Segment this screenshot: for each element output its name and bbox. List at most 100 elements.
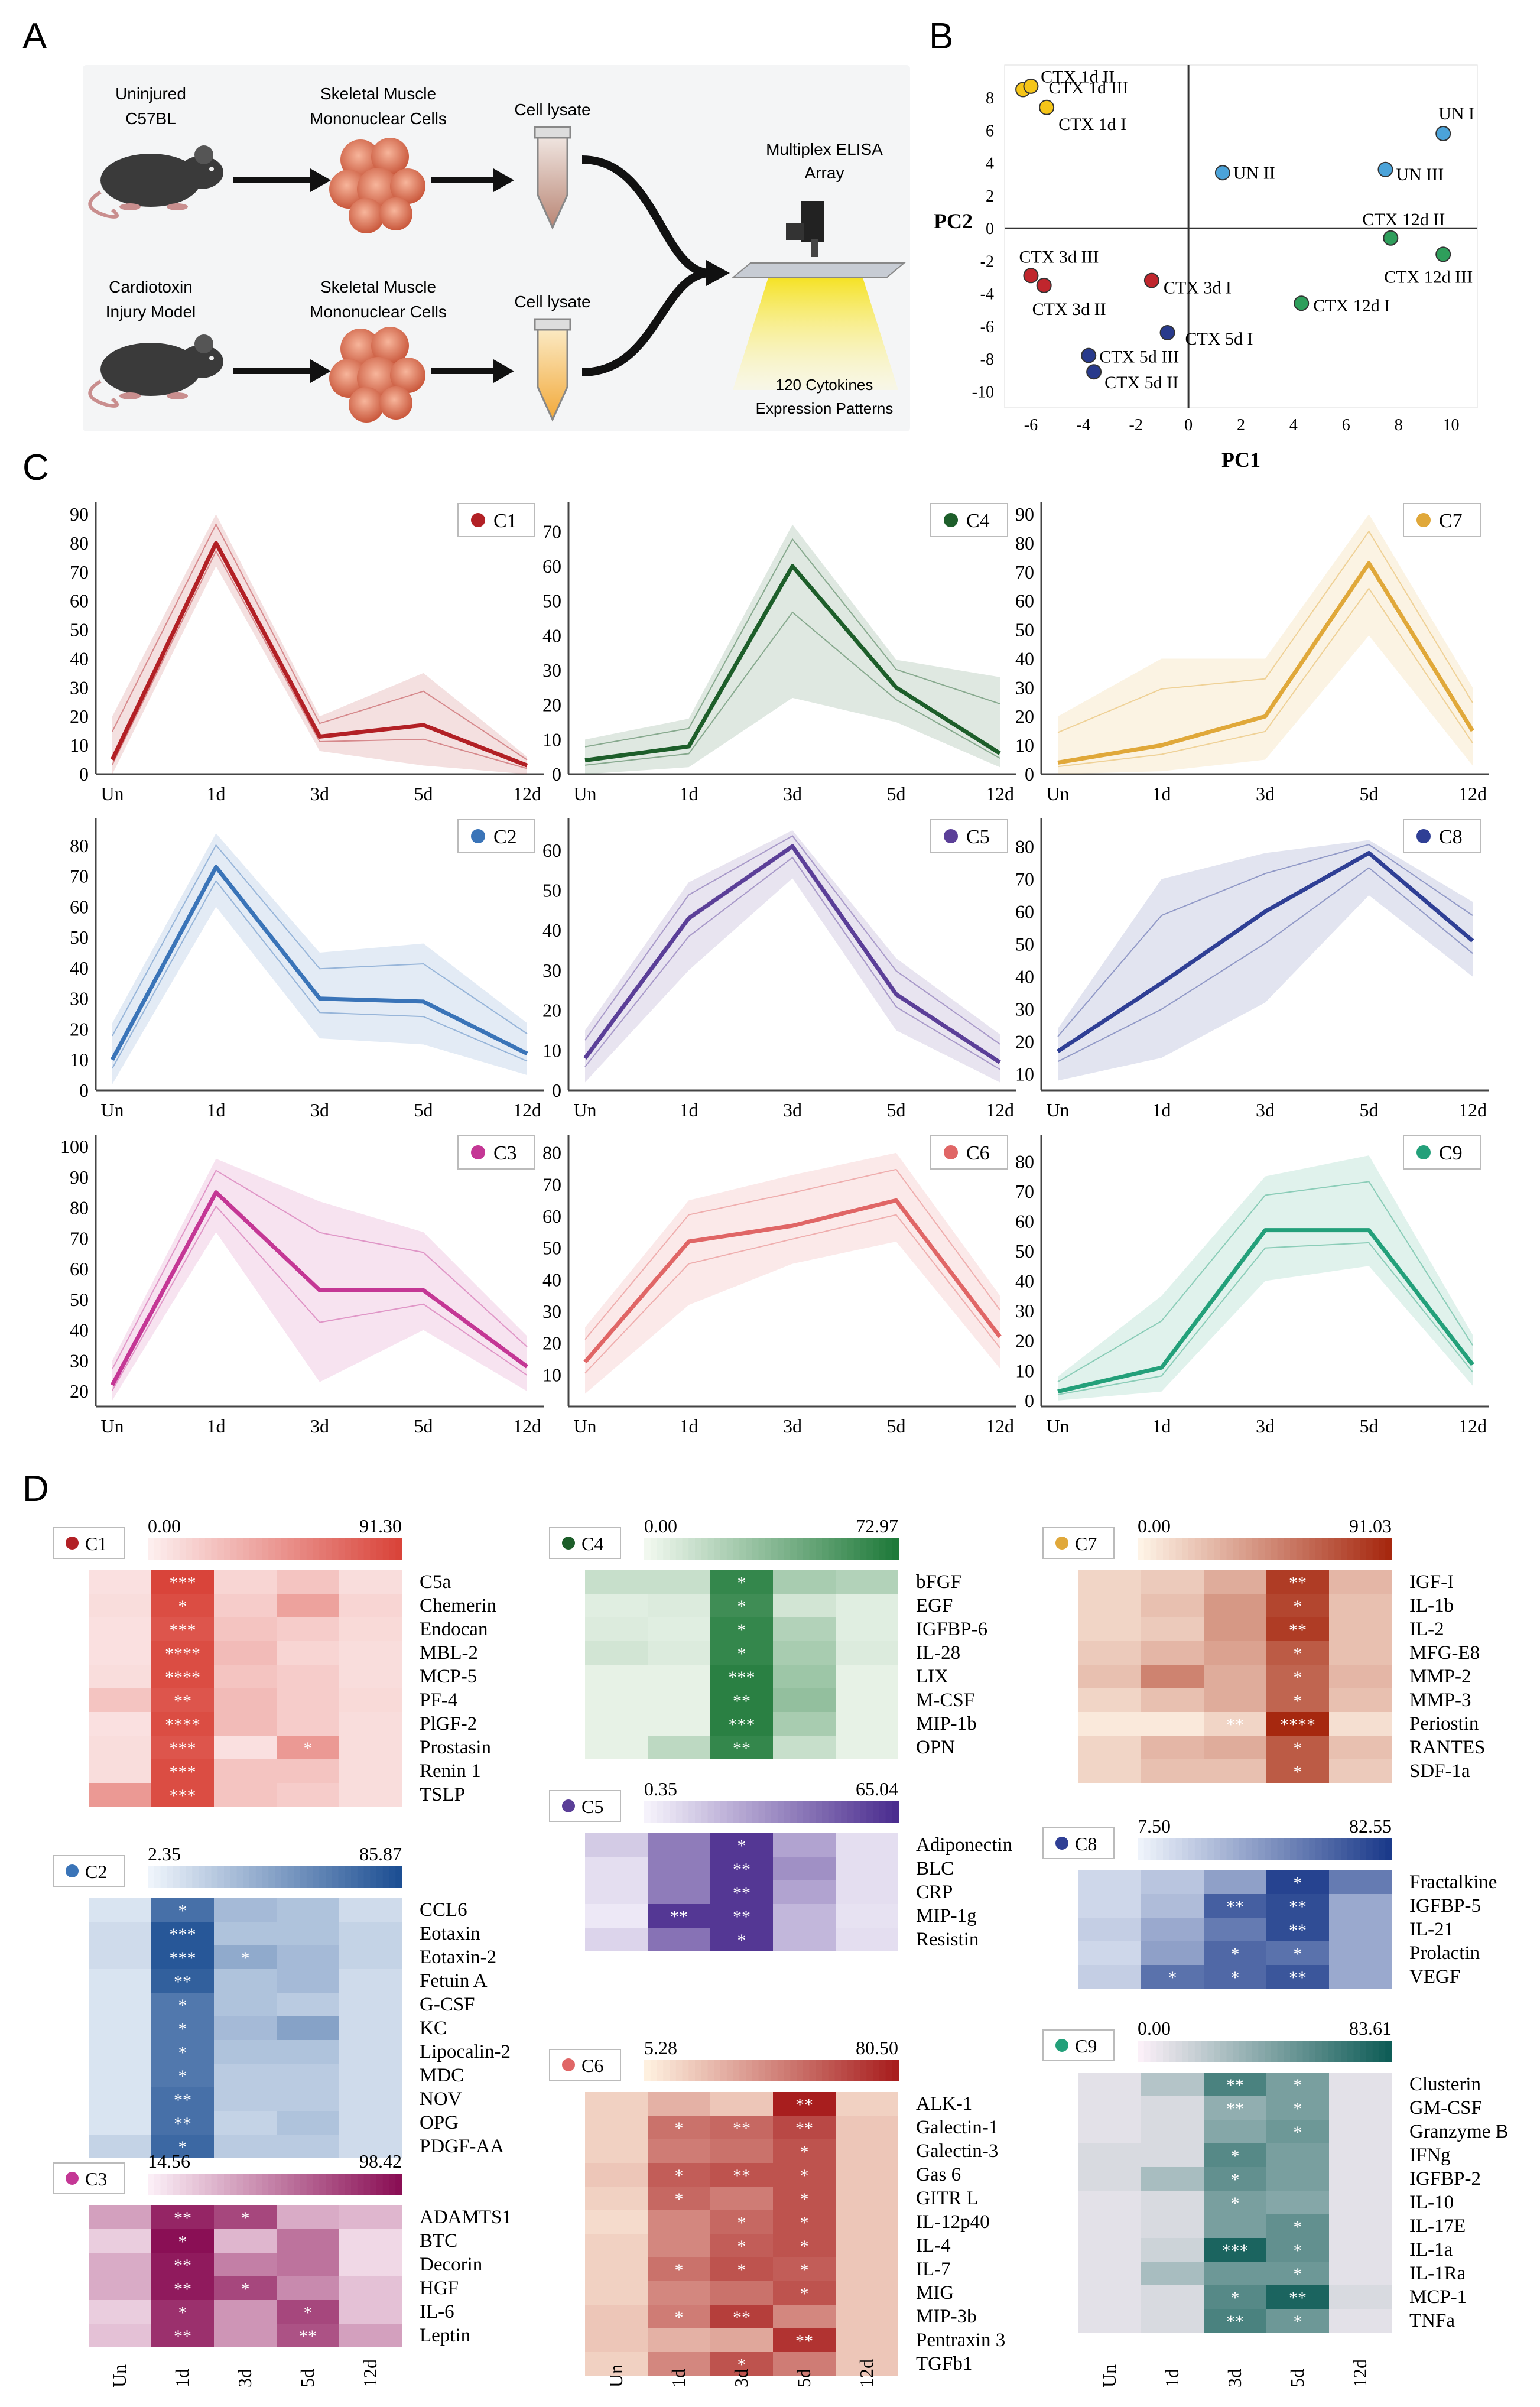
color-scale-segment [230,1866,238,1888]
heatmap-cell [277,1641,339,1665]
heatmap-cell [1078,1665,1141,1688]
chart-x-tick-label: 3d [310,1099,329,1120]
color-scale-segment [1175,2041,1183,2062]
heatmap-cell [836,1594,898,1617]
significance-stars: * [1294,1739,1302,1758]
heatmap-cell [585,2092,648,2116]
color-scale-segment [338,1866,346,1888]
heatmap-cell [277,1783,339,1807]
color-scale-min: 0.00 [1138,2018,1171,2039]
heatmap-cell [1078,1617,1141,1641]
mouse-icon [88,334,223,408]
color-scale-segment [1277,1538,1285,1560]
heatmap-cell [89,1736,151,1759]
color-scale-segment [809,2060,817,2081]
color-scale-segment [853,1801,861,1823]
heatmap-cell [836,2234,898,2257]
cluster-legend-badge [1403,503,1481,537]
heatmap-cell [151,2064,214,2087]
cytokine-label: Resistin [916,1929,979,1950]
color-scale-segment [160,1866,168,1888]
heatmap-cell [1266,1894,1329,1918]
cluster-chart-c2: 0 10 20 30 40 50 60 70 80 Un 1d 3d 5d 12d C2 [70,818,544,1120]
color-scale-segment [733,1801,740,1823]
color-scale-segment [313,1866,320,1888]
pca-x-tick-label: -6 [1024,416,1038,434]
color-scale-segment [294,1538,301,1560]
color-scale-min: 0.35 [644,1778,677,1799]
heatmap-cell [339,1641,402,1665]
color-scale-max: 91.03 [1349,1515,1392,1537]
heatmap-cell [151,2300,214,2324]
chart-y-tick-label: 30 [70,1350,89,1371]
heatmap-cell [89,1665,151,1688]
cluster-mean-line [583,1198,1002,1364]
color-scale-max: 83.61 [1349,2018,1392,2039]
color-scale-segment [1220,2041,1227,2062]
pca-point [1159,324,1175,340]
cytokine-label: IL-6 [420,2301,454,2322]
chart-y-tick-label: 70 [542,1174,561,1195]
color-scale-segment [879,1801,886,1823]
cytokine-label: Renin 1 [420,1760,481,1782]
chart-x-tick-label: 3d [1256,783,1275,804]
chart-y-tick-label: 50 [70,1289,89,1310]
color-scale-segment [192,2174,199,2195]
chart-y-tick-label: 20 [542,694,561,716]
chart-y-tick-label: 60 [1015,1210,1034,1232]
color-scale-segment [797,2060,804,2081]
heatmap-legend-badge [1042,1827,1115,1859]
color-scale-segment [853,1538,861,1560]
heatmap-legend-dot [562,1799,575,1812]
cytokine-label: M-CSF [916,1690,974,1711]
heatmap-cell [648,1665,710,1688]
heatmap-cell [214,2064,277,2087]
pca-y-tick-label: -4 [980,285,994,304]
heatmap-cell [1266,1594,1329,1617]
heatmap-cell [339,2111,402,2135]
color-scale-segment [739,2060,746,2081]
heatmap-cell [585,2257,648,2281]
color-scale-segment [714,2060,721,2081]
heatmap-cell [89,2324,151,2347]
color-scale-segment [382,2174,390,2195]
pca-point [1435,126,1451,141]
heatmap-cell [710,2328,773,2352]
color-scale-segment [644,1801,651,1823]
heatmap-cell [773,2281,836,2305]
cytokine-label: Decorin [420,2254,482,2275]
color-scale-segment [300,1538,307,1560]
cluster-mean-line [110,865,528,1061]
color-scale-segment [211,1538,219,1560]
color-scale-segment [1194,1838,1202,1860]
heatmap-cell [836,2116,898,2139]
color-scale-segment [332,1866,339,1888]
heatmap-c8: C87.50 82.55* Fractalkine** ** IGFBP-5** IL-2… [1042,1815,1497,1989]
significance-stars: ** [1226,1897,1244,1916]
schematic-background [83,65,910,431]
heatmap-cell [585,1712,648,1736]
heatmap-cell [1266,2096,1329,2120]
significance-stars: ** [733,2166,750,2185]
heatmap-cell [710,1570,773,1594]
chart-y-tick-label: 10 [1015,735,1034,756]
color-scale-segment [1315,1538,1323,1560]
color-scale-segment [224,1866,231,1888]
heatmap-cell [1141,2096,1204,2120]
significance-stars: * [1231,2194,1240,2213]
heatmap-cell [89,2253,151,2276]
color-scale-segment [790,2060,797,2081]
heatmap-cell [277,2040,339,2064]
heatmap-legend-badge [549,2049,621,2081]
color-scale-segment [860,2060,868,2081]
heatmap-legend-label: C4 [581,1533,603,1554]
pca-y-tick-label: -10 [972,383,994,401]
color-scale-segment [822,2060,829,2081]
significance-stars: * [675,2260,684,2280]
color-scale-segment [771,1801,778,1823]
heatmap-cell [1078,2309,1141,2333]
color-scale-segment [809,1538,817,1560]
heatmap-cell [277,1922,339,1945]
heatmap-cell [339,1922,402,1945]
heatmap-cell [773,2116,836,2139]
